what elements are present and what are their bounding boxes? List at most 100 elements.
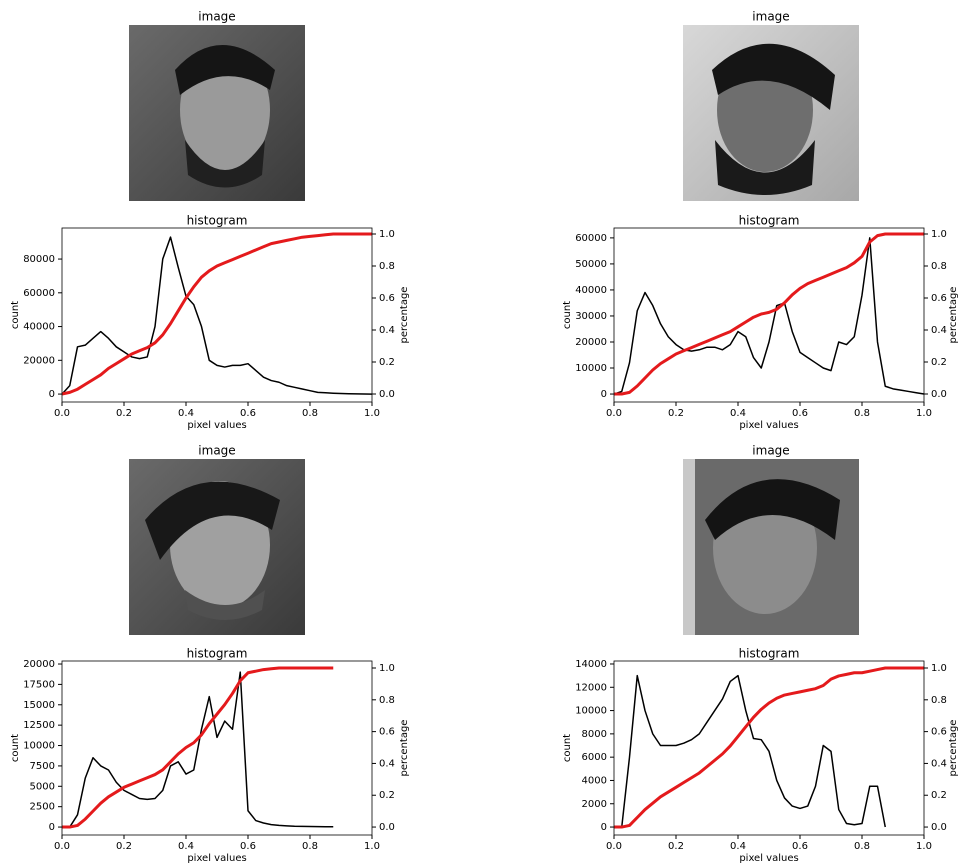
x-axis-label: pixel values [739,420,798,431]
count-line [613,237,925,395]
x-tick-label: 0.4 [178,408,194,419]
y2-axis-label: percentage [399,720,410,777]
y-tick-label: 15000 [23,700,55,711]
axes-frame [61,660,373,836]
y2-tick-label: 0.2 [379,790,395,801]
y2-tick-label: 1.0 [931,229,947,240]
y-tick-label: 10000 [575,363,607,374]
x-tick-label: 0.0 [54,841,70,852]
y2-tick-label: 0.2 [931,790,947,801]
x-tick-label: 0.2 [116,408,132,419]
y2-tick-label: 0.0 [379,822,395,833]
y2-tick-label: 1.0 [931,663,947,674]
chart-title: histogram [187,647,248,661]
y-tick-label: 50000 [575,259,607,270]
x-tick-label: 0.6 [792,408,808,419]
chart-title: histogram [739,647,800,661]
y-tick-label: 40000 [23,322,55,333]
x-tick-label: 0.2 [116,841,132,852]
y-tick-label: 6000 [582,752,607,763]
x-tick-label: 1.0 [916,408,932,419]
x-tick-label: 0.4 [730,841,746,852]
count-line [62,671,334,828]
y2-tick-label: 0.2 [379,357,395,368]
x-tick-label: 0.4 [730,408,746,419]
y2-tick-label: 0.0 [379,389,395,400]
y-tick-label: 40000 [575,285,607,296]
chart-title: histogram [187,214,248,228]
y-tick-label: 4000 [582,775,607,786]
y-tick-label: 12000 [575,682,607,693]
image-title: image [198,10,235,24]
y2-axis-label: percentage [948,287,959,344]
y-axis-label: count [10,734,21,762]
x-axis-label: pixel values [187,853,246,864]
x-tick-label: 0.0 [54,408,70,419]
y-tick-label: 20000 [23,355,55,366]
y2-tick-label: 0.4 [931,325,947,336]
x-tick-label: 0.8 [302,841,318,852]
y-tick-label: 80000 [23,254,55,265]
y2-tick-label: 0.0 [931,389,947,400]
y-axis-label: count [562,734,573,762]
x-tick-label: 0.6 [240,841,256,852]
y-tick-label: 2500 [30,802,55,813]
y-tick-label: 0 [49,389,55,400]
y-tick-label: 10000 [575,706,607,717]
x-tick-label: 0.0 [606,841,622,852]
x-tick-label: 1.0 [916,841,932,852]
count-line [61,236,373,395]
y2-tick-label: 1.0 [379,663,395,674]
y-tick-label: 7500 [30,761,55,772]
y2-tick-label: 0.8 [379,261,395,272]
y2-axis-label: percentage [948,720,959,777]
cdf-line [614,232,924,396]
x-tick-label: 0.4 [178,841,194,852]
x-tick-label: 0.2 [668,408,684,419]
x-tick-label: 0.6 [240,408,256,419]
x-tick-label: 0.0 [606,408,622,419]
cdf-line [62,666,334,829]
x-tick-label: 0.6 [792,841,808,852]
cdf-line [614,666,924,829]
x-tick-label: 0.8 [854,841,870,852]
y2-tick-label: 0.2 [931,357,947,368]
x-tick-label: 1.0 [364,408,380,419]
x-axis-label: pixel values [739,853,798,864]
y-tick-label: 60000 [23,288,55,299]
y-tick-label: 20000 [575,337,607,348]
x-axis-label: pixel values [187,420,246,431]
y-tick-label: 20000 [23,659,55,670]
y2-axis-label: percentage [399,287,410,344]
axes-frame [61,227,373,403]
photo [683,25,859,201]
image-title: image [198,444,235,458]
y-axis-label: count [10,301,21,329]
image-title: image [752,444,789,458]
y2-tick-label: 0.8 [931,261,947,272]
photo [129,25,305,201]
y-tick-label: 30000 [575,311,607,322]
y-tick-label: 8000 [582,729,607,740]
y2-tick-label: 0.6 [931,293,947,304]
y-tick-label: 0 [601,822,607,833]
y-tick-label: 5000 [30,781,55,792]
y2-tick-label: 0.8 [931,695,947,706]
count-line [614,674,886,828]
y2-tick-label: 0.6 [931,727,947,738]
photo [129,459,305,635]
photo [683,459,859,635]
y2-tick-label: 0.6 [379,293,395,304]
y2-tick-label: 0.6 [379,727,395,738]
y-tick-label: 0 [49,822,55,833]
y-tick-label: 14000 [575,659,607,670]
y-tick-label: 10000 [23,741,55,752]
x-tick-label: 1.0 [364,841,380,852]
y2-tick-label: 0.4 [931,758,947,769]
y-tick-label: 12500 [23,720,55,731]
image-title: image [752,10,789,24]
y-tick-label: 60000 [575,233,607,244]
axes-frame [613,660,925,836]
y2-tick-label: 0.8 [379,695,395,706]
